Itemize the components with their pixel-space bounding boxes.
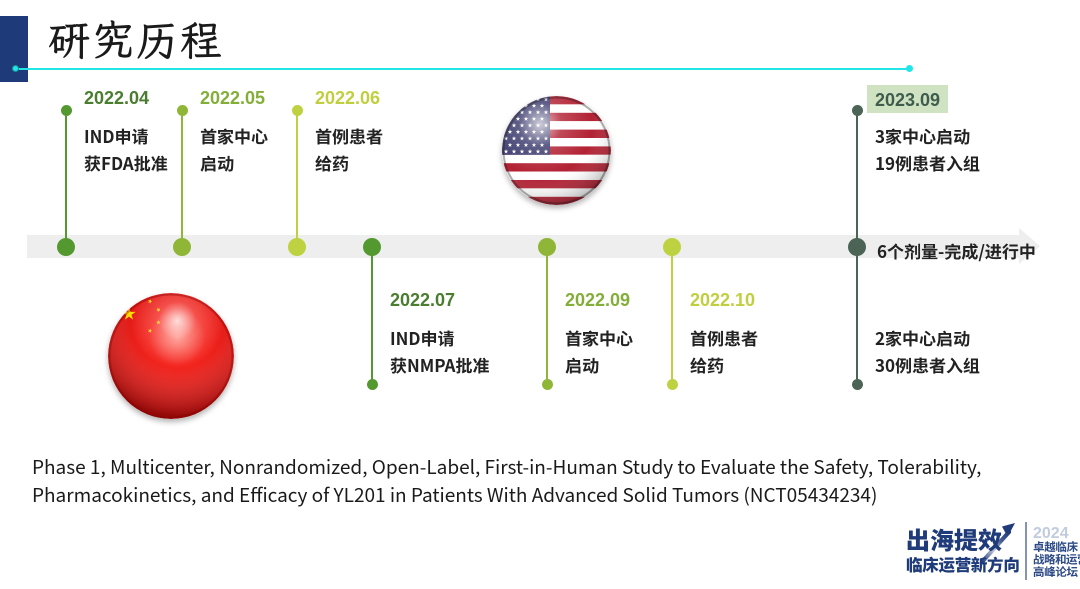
svg-text:临床运营新方向: 临床运营新方向 <box>906 552 1019 576</box>
svg-text:出海提效: 出海提效 <box>906 522 1002 556</box>
svg-text:高峰论坛: 高峰论坛 <box>1033 564 1079 580</box>
